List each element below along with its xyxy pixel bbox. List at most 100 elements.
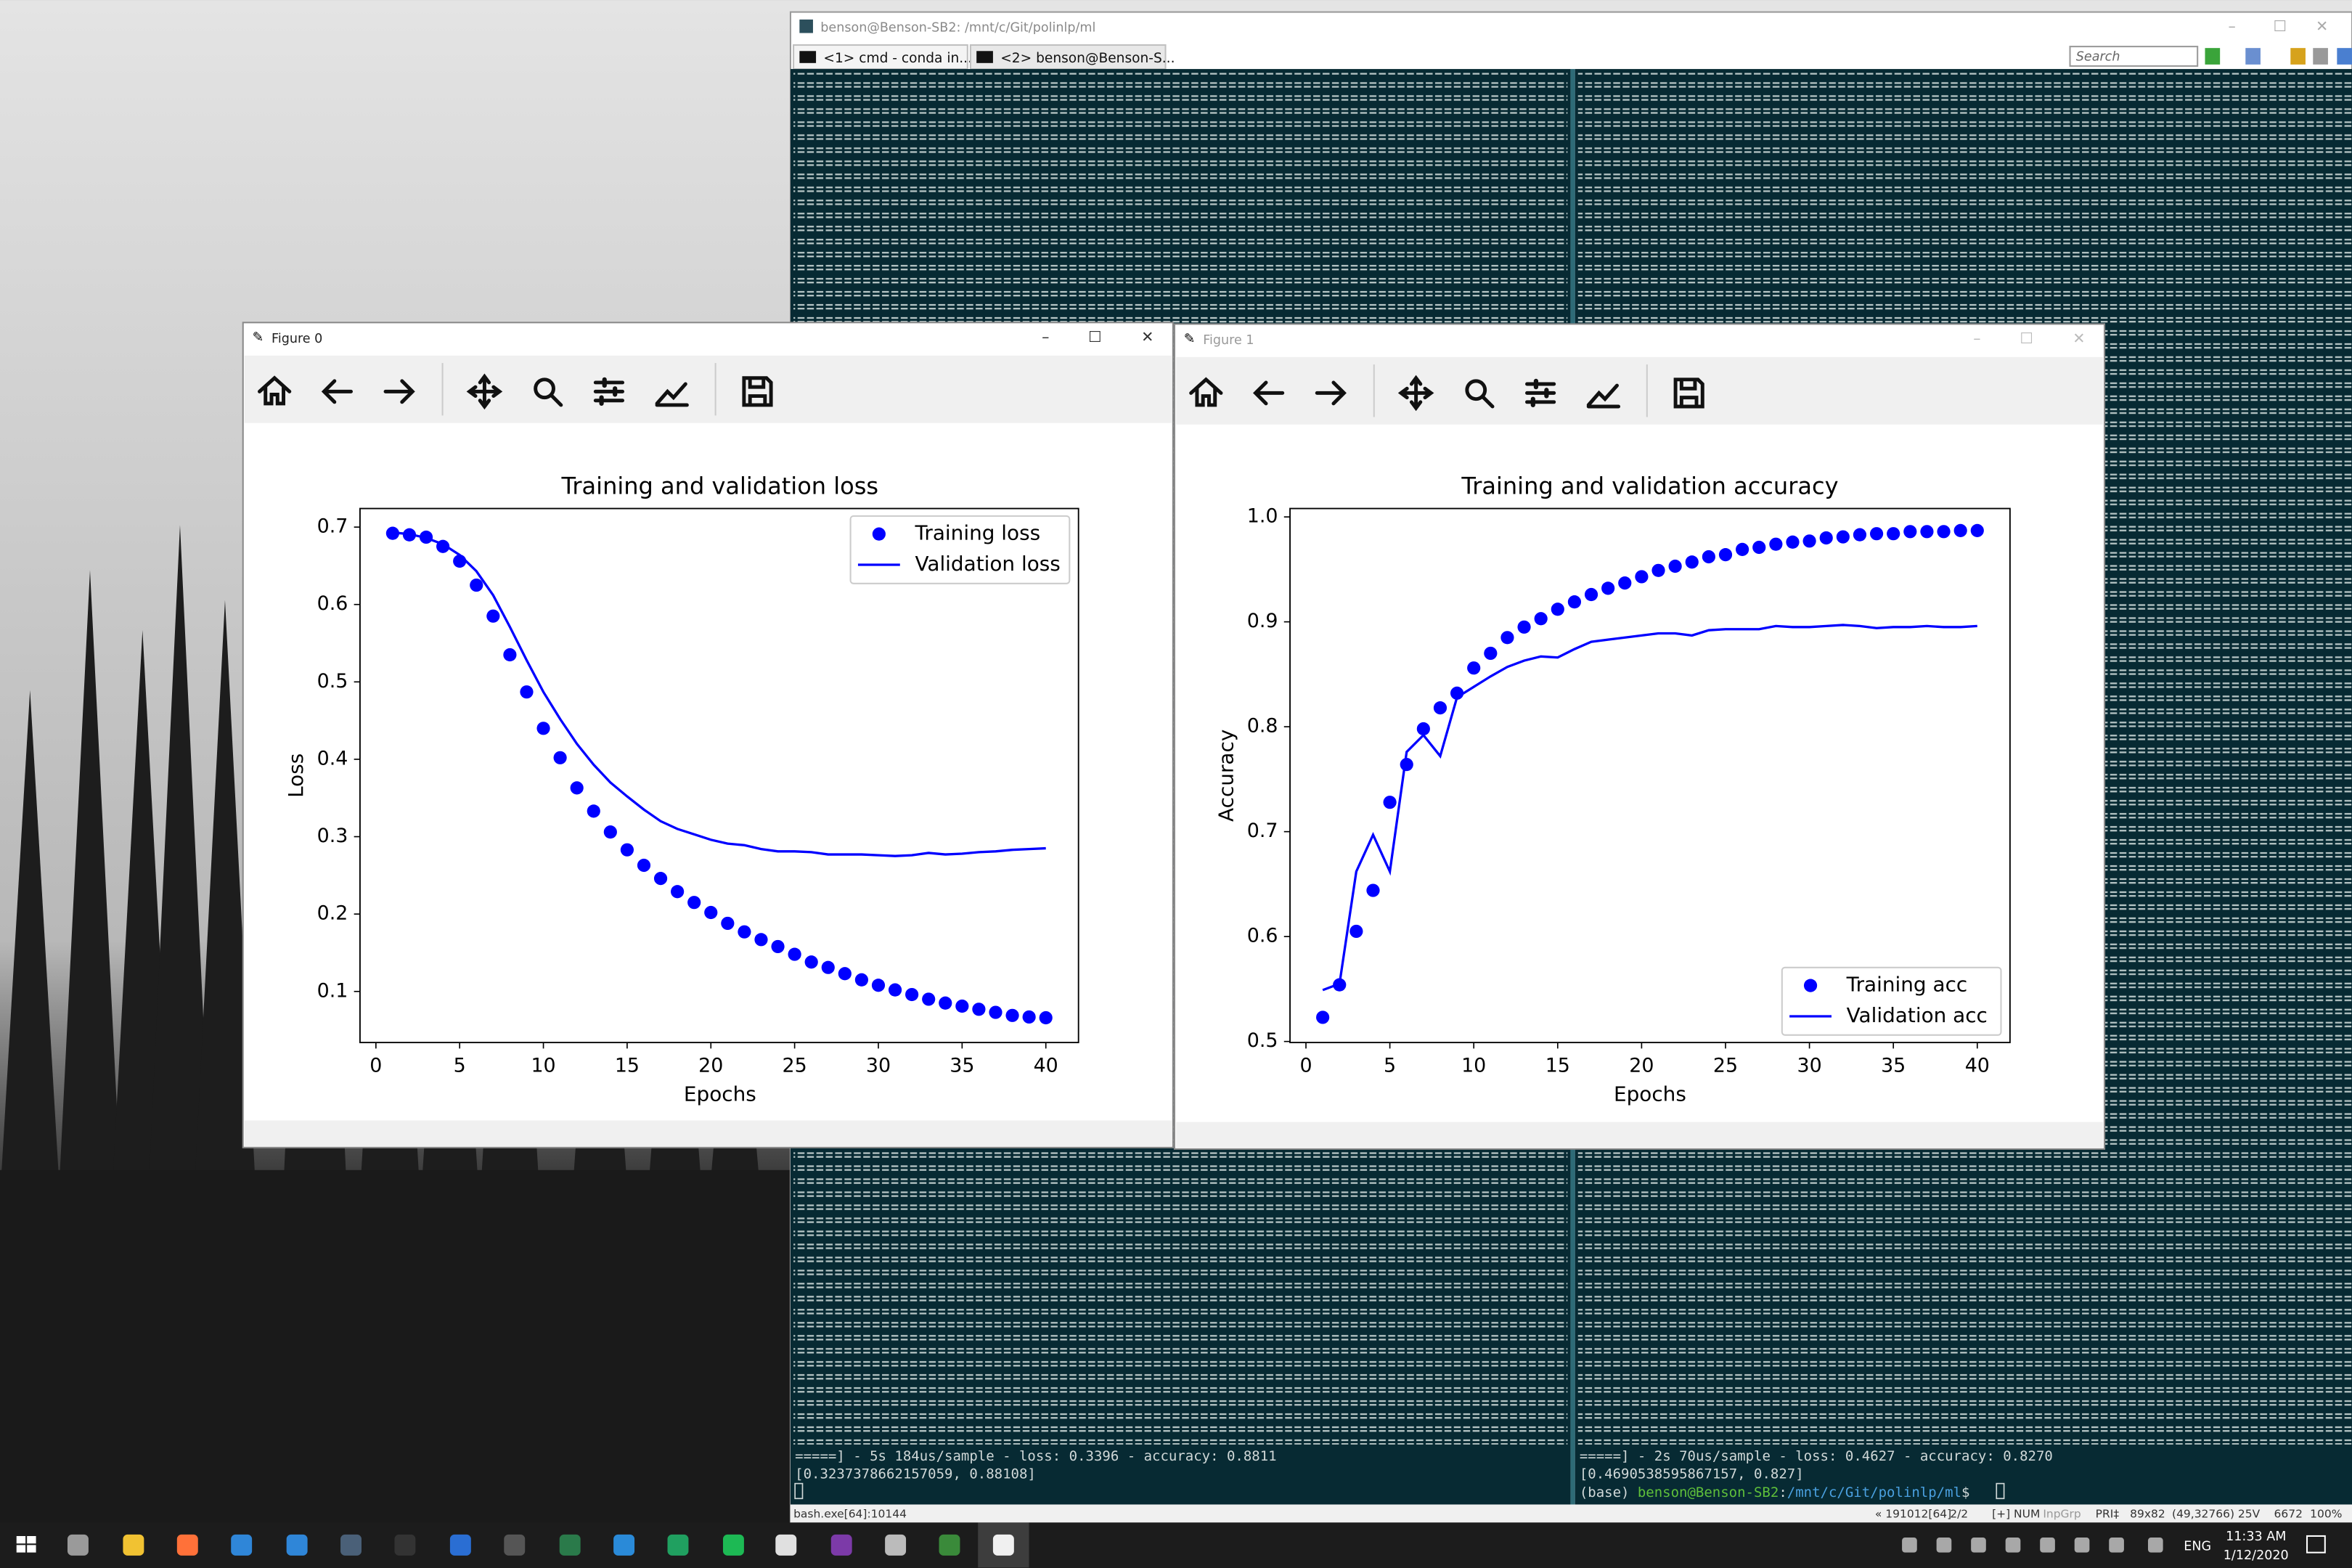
tab-label: <1> cmd - conda in... (823, 51, 972, 66)
figure-title: Figure 1 (1203, 333, 1254, 348)
tray-icon[interactable] (1971, 1538, 1986, 1553)
window-control[interactable]: – (1973, 330, 1980, 347)
save-button-glyph (742, 376, 773, 407)
window-control[interactable]: ☐ (2020, 330, 2033, 347)
forward-button[interactable] (383, 379, 415, 404)
forward-button[interactable] (1315, 380, 1347, 406)
taskbar-app[interactable] (939, 1534, 960, 1556)
toolbar-button[interactable] (2205, 48, 2221, 65)
data-point (1416, 722, 1430, 736)
start-button[interactable] (16, 1535, 36, 1553)
notification-button[interactable] (2306, 1535, 2326, 1553)
window-control[interactable]: ✕ (1141, 328, 1153, 346)
data-point (939, 996, 952, 1010)
zoom-button[interactable] (534, 377, 563, 407)
save-button[interactable] (1673, 377, 1704, 409)
status-bar (790, 1504, 2352, 1523)
taskbar-app[interactable] (123, 1534, 144, 1556)
window-control[interactable]: ✕ (2316, 17, 2328, 35)
taskbar-app[interactable] (286, 1534, 308, 1556)
x-tick-label: 20 (698, 1055, 723, 1077)
configure-button[interactable] (1525, 378, 1556, 408)
data-point (1802, 534, 1816, 548)
data-point (1752, 540, 1766, 555)
window-control[interactable]: – (2229, 17, 2236, 35)
pan-button[interactable] (466, 373, 503, 410)
taskbar-app[interactable] (504, 1534, 526, 1556)
back-button[interactable] (1253, 380, 1285, 406)
axes-frame (359, 507, 1079, 1044)
taskbar-app[interactable] (992, 1534, 1014, 1556)
toolbar-button[interactable] (2337, 48, 2352, 65)
data-point (821, 960, 835, 974)
y-tick-label: 0.5 (317, 670, 348, 693)
pan-button-glyph (1397, 375, 1434, 412)
window-control[interactable]: – (1042, 328, 1049, 346)
status-item: [+] NUM (1992, 1507, 2040, 1520)
toolbar-button[interactable] (2245, 48, 2261, 65)
search-box[interactable] (2069, 46, 2199, 67)
home-button-glyph (257, 375, 292, 406)
pan-button[interactable] (1397, 375, 1434, 412)
back-button[interactable] (321, 379, 353, 404)
taskbar-app[interactable] (885, 1534, 907, 1556)
status-item: 100% (2310, 1507, 2342, 1520)
edit-axes-button[interactable] (1586, 383, 1621, 409)
tray-icon[interactable] (1902, 1538, 1917, 1553)
taskbar-app[interactable] (613, 1534, 635, 1556)
data-point (1366, 883, 1380, 897)
taskbar-app[interactable] (340, 1534, 362, 1556)
edit-axes-button[interactable] (655, 382, 689, 407)
data-point (838, 967, 852, 981)
taskbar-app[interactable] (830, 1534, 852, 1556)
configure-button[interactable] (593, 377, 625, 406)
data-point (888, 983, 902, 997)
data-point (738, 925, 751, 939)
terminal-icon (799, 19, 813, 33)
tray-icon[interactable] (2074, 1538, 2090, 1553)
toolbar-button[interactable] (2313, 48, 2328, 65)
data-point (1920, 525, 1934, 539)
taskbar-app[interactable] (449, 1534, 471, 1556)
tray-icon[interactable] (2005, 1538, 2021, 1553)
tab-icon (799, 51, 817, 63)
y-tick-label: 0.3 (317, 825, 348, 847)
save-button[interactable] (742, 376, 773, 407)
tray-icon[interactable] (1936, 1538, 1952, 1553)
taskbar-app[interactable] (394, 1534, 416, 1556)
data-point (1903, 525, 1917, 539)
taskbar-app[interactable] (231, 1534, 253, 1556)
data-point (1937, 525, 1951, 539)
toolbar-button[interactable] (2290, 48, 2306, 65)
window-control[interactable]: ☐ (2274, 17, 2287, 35)
data-point (1718, 548, 1733, 562)
taskbar-app[interactable] (667, 1534, 689, 1556)
status-item: « 191012[64] (1875, 1507, 1951, 1520)
zoom-button[interactable] (1465, 379, 1495, 409)
window-control[interactable]: ✕ (2073, 330, 2085, 347)
x-tick-label: 0 (1299, 1055, 1312, 1077)
taskbar-app[interactable] (176, 1534, 198, 1556)
tray-icon[interactable] (2109, 1538, 2124, 1553)
x-tick-label: 15 (1545, 1055, 1570, 1077)
x-tick-label: 30 (1797, 1055, 1822, 1077)
home-button[interactable] (1189, 377, 1223, 407)
forward-button-glyph (383, 379, 415, 404)
clock-date: 1/12/2020 (2224, 1548, 2289, 1563)
terminal-tab[interactable] (969, 44, 1167, 70)
tray-icon[interactable] (2147, 1538, 2163, 1553)
taskbar-app[interactable] (775, 1534, 797, 1556)
taskbar-app[interactable] (559, 1534, 581, 1556)
figure-toolbar (1176, 356, 2103, 425)
home-button[interactable] (257, 375, 292, 406)
data-point (486, 609, 500, 623)
taskbar-app[interactable] (67, 1534, 89, 1556)
tab-icon (976, 51, 993, 63)
zoom-button-glyph (534, 377, 555, 400)
taskbar-app[interactable] (722, 1534, 744, 1556)
data-point (1584, 587, 1598, 602)
tree (186, 600, 264, 1350)
tray-icon[interactable] (2040, 1538, 2055, 1553)
data-point (871, 979, 886, 992)
window-control[interactable]: ☐ (1088, 328, 1102, 346)
